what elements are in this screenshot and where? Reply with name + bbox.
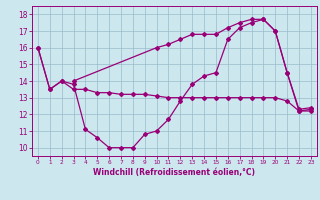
X-axis label: Windchill (Refroidissement éolien,°C): Windchill (Refroidissement éolien,°C) — [93, 168, 255, 177]
